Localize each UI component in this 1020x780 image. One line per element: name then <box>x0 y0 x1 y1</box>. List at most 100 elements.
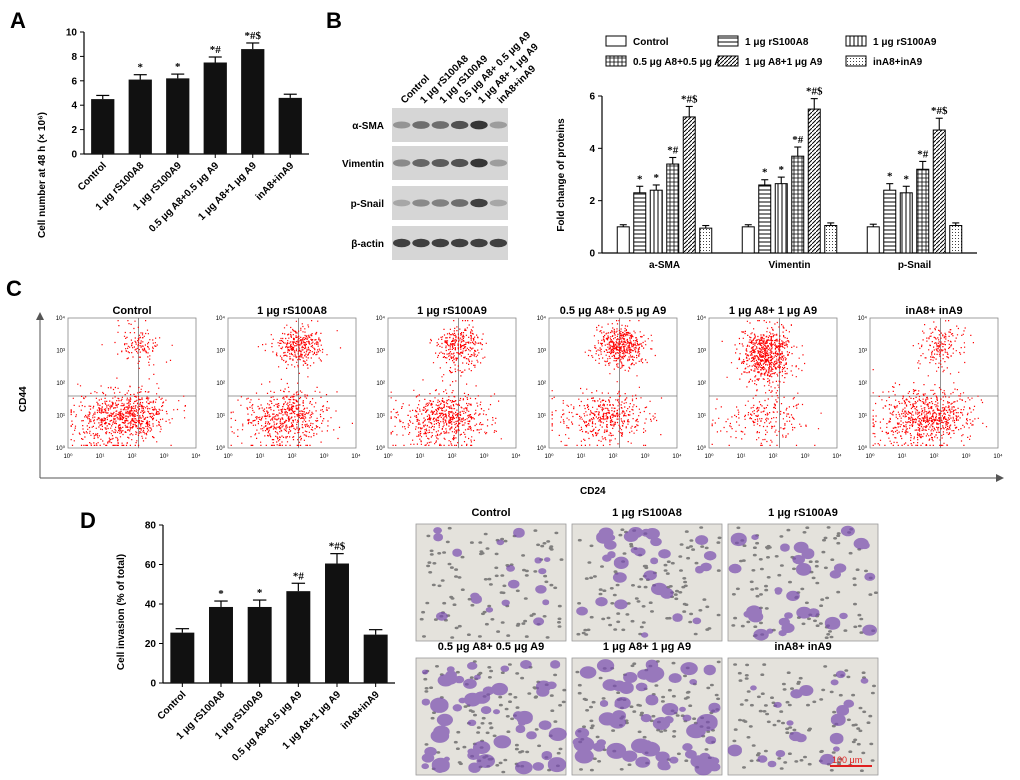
bar <box>916 168 930 254</box>
flow-y-tick-label: 10⁴ <box>858 315 868 322</box>
stained-cells <box>576 527 717 638</box>
chart-d-ylabel: Cell invasion (% of total) <box>116 554 127 670</box>
x-tick-label: 0.5 μg A8+0.5 μg A9 <box>230 689 305 764</box>
flow-y-tick-label: 10¹ <box>56 414 65 420</box>
y-tick-label: 8 <box>71 52 77 63</box>
significance-mark: *#$ <box>329 541 346 553</box>
legend-swatch <box>845 55 867 67</box>
blot-strip <box>392 226 508 260</box>
significance-mark: *# <box>210 44 222 56</box>
blot-row-label: Vimentin <box>342 159 384 170</box>
chart-b: Fold change of proteins 0 2 4 6 * * *# *#$ a-SMA… <box>556 35 977 271</box>
y-tick-label: 40 <box>145 600 157 611</box>
panel-letter-c: C <box>6 276 22 301</box>
significance-mark: *# <box>293 570 305 582</box>
micrograph-title: Control <box>471 507 510 519</box>
blot-band <box>431 238 450 248</box>
x-tick-label: 0.5 μg A8+0.5 μg A9 <box>147 160 222 235</box>
flow-plot-frame <box>708 317 838 449</box>
flow-plot-title: Control <box>112 305 151 317</box>
flow-x-tick-label: 10⁰ <box>383 453 393 460</box>
significance-mark: *#$ <box>681 93 698 105</box>
blot-band <box>450 158 469 168</box>
micrograph <box>571 657 723 776</box>
micrograph-grid: Control 1 μg rS100A8 1 μg rS100A9 0.5 μg A8… <box>415 507 879 776</box>
micrograph <box>571 523 723 642</box>
bar <box>170 632 195 683</box>
flow-y-tick-label: 10⁰ <box>537 445 547 452</box>
y-tick-label: 4 <box>71 101 77 112</box>
flow-y-tick-label: 10¹ <box>216 414 225 420</box>
panel-letter-d: D <box>80 508 96 533</box>
flow-events <box>551 320 663 446</box>
legend-swatch <box>717 55 739 67</box>
flow-events <box>872 320 988 446</box>
blot-band <box>489 121 508 129</box>
blot-strip <box>392 108 508 142</box>
flow-x-arrow <box>996 474 1004 482</box>
significance-mark: *#$ <box>245 30 262 42</box>
flow-x-tick-label: 10² <box>930 454 939 460</box>
chart-a: Cell number at 48 h (× 10⁶) 0 2 4 6 8 10 Contr… <box>37 28 309 238</box>
bar <box>666 163 680 254</box>
flow-x-tick-label: 10³ <box>801 454 810 460</box>
significance-mark: * <box>637 173 643 185</box>
flow-y-tick-label: 10⁰ <box>858 445 868 452</box>
flow-x-tick-label: 10⁰ <box>544 453 554 460</box>
micrograph-title: 0.5 μg A8+ 0.5 μg A9 <box>438 641 545 653</box>
y-tick-label: 60 <box>145 560 157 571</box>
micrograph-frame <box>415 523 567 642</box>
legend-label: 1 μg rS100A8 <box>745 37 809 48</box>
bar <box>649 189 663 254</box>
bar <box>203 62 227 154</box>
stained-cells <box>728 525 877 641</box>
significance-mark: * <box>257 587 263 599</box>
bar <box>949 225 963 254</box>
flow-y-tick-label: 10² <box>537 381 546 387</box>
flow-plot-frame <box>548 317 678 449</box>
significance-mark: *# <box>667 144 679 156</box>
flow-y-tick-label: 10⁰ <box>56 445 66 452</box>
flow-plot-title: 1 μg A8+ 1 μg A9 <box>729 305 817 317</box>
blot-band <box>470 198 488 208</box>
flow-x-tick-label: 10³ <box>641 454 650 460</box>
blot-band <box>412 121 430 129</box>
blot-band <box>470 120 488 130</box>
blot-band <box>392 199 411 207</box>
flow-events <box>230 320 353 446</box>
x-tick-label: a-SMA <box>649 260 680 271</box>
blot-row-label: β-actin <box>351 239 384 250</box>
flow-plot-frame <box>869 317 999 449</box>
bar <box>883 189 897 254</box>
bar <box>209 606 233 683</box>
blot-band <box>392 159 411 167</box>
stained-cells <box>421 660 567 775</box>
bar <box>791 155 805 254</box>
y-tick-label: 6 <box>71 76 77 87</box>
significance-mark: *#$ <box>806 86 823 98</box>
bar <box>241 49 265 154</box>
panel-letter-a: A <box>10 8 26 33</box>
flow-x-tick-label: 10² <box>128 454 137 460</box>
flow-y-tick-label: 10² <box>56 381 65 387</box>
flow-y-tick-label: 10⁴ <box>376 315 386 322</box>
flow-x-tick-label: 10⁴ <box>351 453 361 460</box>
flow-y-tick-label: 10³ <box>56 349 65 355</box>
blot-band <box>470 158 488 168</box>
flow-y-tick-label: 10⁴ <box>537 315 547 322</box>
flow-x-tick-label: 10⁴ <box>191 453 201 460</box>
y-tick-label: 6 <box>589 92 595 103</box>
flow-x-tick-label: 10³ <box>962 454 971 460</box>
bar <box>758 184 772 254</box>
bar <box>774 183 788 254</box>
flow-y-tick-label: 10⁴ <box>216 315 226 322</box>
flow-y-tick-label: 10² <box>216 381 225 387</box>
bar <box>633 192 647 254</box>
flow-x-tick-label: 10³ <box>160 454 169 460</box>
bar <box>286 591 311 683</box>
micrograph-title: 1 μg rS100A9 <box>768 507 838 519</box>
legend-label: inA8+inA9 <box>873 57 923 68</box>
